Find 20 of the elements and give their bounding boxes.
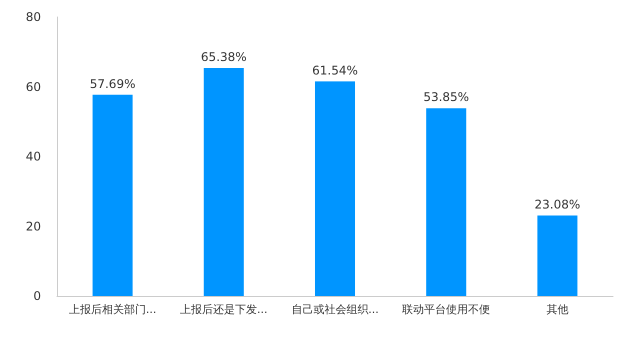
- data-label: 57.69%: [90, 76, 136, 91]
- x-tick-label: 其他: [546, 303, 568, 316]
- bar: [537, 216, 578, 296]
- bar: [426, 108, 466, 296]
- bar: [204, 68, 244, 296]
- bar: [92, 94, 133, 296]
- x-tick-label: 上报后还是下发...: [180, 303, 268, 316]
- y-tick-label: 20: [26, 219, 41, 234]
- data-label: 61.54%: [312, 63, 358, 78]
- data-label: 65.38%: [200, 50, 247, 64]
- y-tick-label: 0: [33, 289, 41, 303]
- x-tick-label: 联动平台使用不便: [402, 303, 490, 316]
- x-tick-label: 自己或社会组织...: [291, 303, 379, 316]
- data-label: 23.08%: [534, 198, 580, 212]
- bar: [314, 81, 356, 296]
- y-tick-label: 60: [26, 80, 41, 94]
- y-tick-label: 80: [26, 10, 41, 24]
- y-tick-label: 40: [26, 150, 41, 164]
- data-label: 53.85%: [423, 90, 470, 104]
- x-tick-label: 上报后相关部门...: [68, 303, 156, 316]
